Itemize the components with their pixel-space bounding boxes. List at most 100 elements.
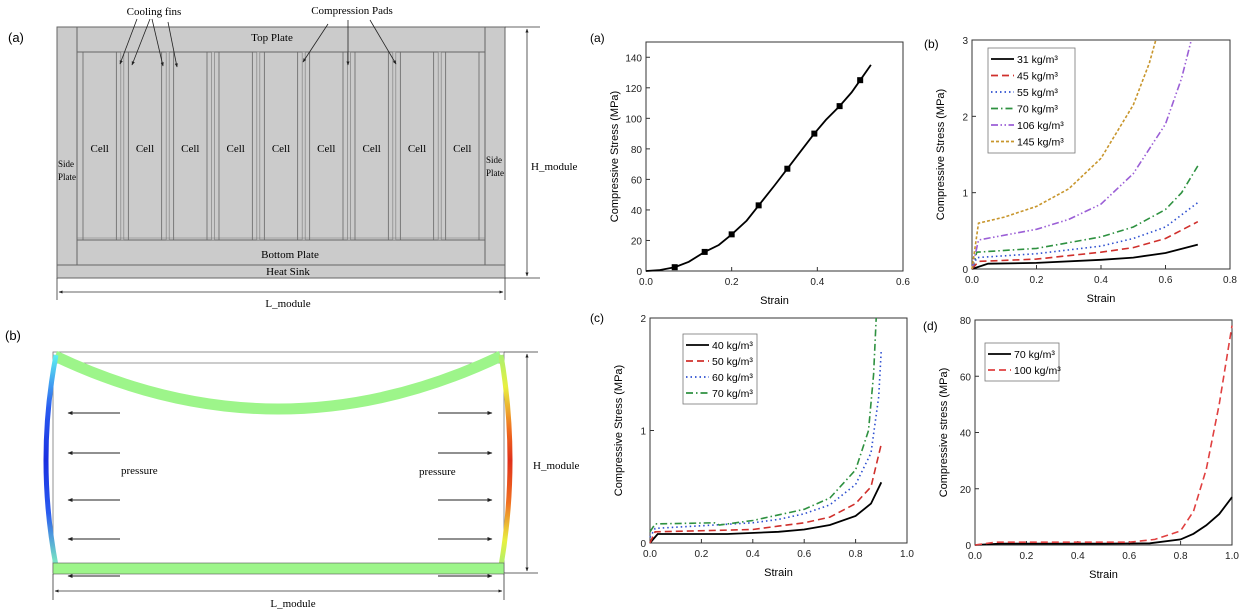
y-tick-label: 40 <box>960 429 972 440</box>
x-tick-label: 0.0 <box>643 549 657 560</box>
chart-a: (a) 0.0 0.2 0.4 0.6 0 20 40 60 80 100 120 140 Strain C… <box>590 31 910 307</box>
series-line <box>971 165 1199 270</box>
x-tick-label: 0.0 <box>968 551 982 562</box>
y-tick-label: 20 <box>631 236 643 247</box>
compression-pad-arrow <box>369 19 397 65</box>
data-point <box>857 77 864 84</box>
compression-pads-label: Compression Pads <box>311 5 393 17</box>
legend: 40 kg/m³ 50 kg/m³ 60 kg/m³ 70 kg/m³ <box>682 333 758 405</box>
y-tick-label: 80 <box>960 316 972 327</box>
deformed-top-plate <box>52 351 504 415</box>
x-tick-label: 0.6 <box>1159 275 1173 286</box>
series-line <box>649 317 877 533</box>
x-tick-label: 0.4 <box>746 549 760 560</box>
y-axis-label: Compressive Stress (MPa) <box>935 89 947 220</box>
panel-label-a: (a) <box>8 30 24 45</box>
side-plate-left <box>56 26 78 266</box>
x-tick-label: 0.0 <box>639 277 653 288</box>
dimension-lines <box>56 26 540 300</box>
side-plate-left-label-1: Side <box>58 159 74 169</box>
series-line <box>971 201 1199 270</box>
legend: 31 kg/m³ 45 kg/m³ 55 kg/m³ 70 kg/m³ 106 kg/m… <box>987 47 1076 154</box>
cell-label: Cell <box>317 143 335 155</box>
cooling-fins-label: Cooling fins <box>127 6 182 18</box>
series-line <box>974 496 1233 546</box>
y-tick-label: 120 <box>625 84 642 95</box>
y-tick-label: 0 <box>640 539 646 550</box>
y-tick-label: 40 <box>631 206 643 217</box>
pressure-label-right: pressure <box>419 466 456 478</box>
cell-label: Cell <box>90 143 108 155</box>
h-module-label: H_module <box>531 161 578 173</box>
x-axis-label: Strain <box>1089 569 1118 581</box>
x-tick-label: 0.4 <box>1071 551 1085 562</box>
cell-dividers <box>77 51 485 241</box>
cell-label: Cell <box>181 143 199 155</box>
legend-label: 60 kg/m³ <box>712 372 753 384</box>
x-tick-label: 0.2 <box>694 549 708 560</box>
module-outline <box>56 26 506 279</box>
y-tick-label: 100 <box>625 114 642 125</box>
x-tick-label: 0.2 <box>725 277 739 288</box>
legend-label: 70 kg/m³ <box>1014 349 1055 361</box>
deformed-right-plate <box>498 354 513 567</box>
y-tick-label: 3 <box>962 36 968 47</box>
legend-label: 145 kg/m³ <box>1017 137 1064 149</box>
cooling-fin-arrow <box>119 18 138 65</box>
chart-c: (c) 0.0 0.2 0.4 0.6 0.8 1.0 0 1 2 Strain Compressiv… <box>590 311 914 579</box>
compression-pad <box>165 51 170 241</box>
series-line <box>649 443 883 544</box>
x-tick-label: 0.4 <box>810 277 824 288</box>
x-tick-label: 0.6 <box>1122 551 1136 562</box>
plot-frame <box>645 41 904 272</box>
y-axis-label: Compressive stress (MPa) <box>938 368 950 498</box>
data-point <box>811 130 818 137</box>
cooling-fin-arrow <box>167 21 178 68</box>
y-axis-label: Compressive Stress (MPa) <box>609 91 621 222</box>
cooling-fin-arrow <box>151 18 164 67</box>
y-tick-label: 0 <box>636 267 642 278</box>
legend-label: 50 kg/m³ <box>712 356 753 368</box>
callout-arrows <box>119 18 397 68</box>
data-point <box>671 264 678 271</box>
top-plate-label: Top Plate <box>251 32 293 44</box>
pressure-label-left: pressure <box>121 465 158 477</box>
panel-label-b: (b) <box>5 328 21 343</box>
legend-label: 70 kg/m³ <box>1017 104 1058 116</box>
data-point <box>755 202 762 209</box>
panel-label: (a) <box>590 31 605 45</box>
panel-label: (d) <box>923 319 938 333</box>
legend-label: 55 kg/m³ <box>1017 87 1058 99</box>
y-tick-label: 2 <box>640 314 646 325</box>
module-schematic: (a) Top Plate Bottom Plate Heat Sink Sid… <box>8 5 578 310</box>
series-line <box>971 243 1199 270</box>
y-tick-label: 20 <box>960 485 972 496</box>
legend-label: 70 kg/m³ <box>712 388 753 400</box>
y-tick-label: 1 <box>962 189 968 200</box>
x-tick-label: 0.4 <box>1094 275 1108 286</box>
x-tick-label: 0.6 <box>896 277 910 288</box>
series-line <box>649 349 883 538</box>
legend-label: 45 kg/m³ <box>1017 71 1058 83</box>
legend: 70 kg/m³ 100 kg/m³ <box>984 342 1061 382</box>
compression-pad <box>437 51 442 241</box>
l-module-label-b: L_module <box>270 598 315 610</box>
x-axis-label: Strain <box>760 295 789 307</box>
y-tick-label: 60 <box>960 372 972 383</box>
series-line <box>971 39 1193 270</box>
deformation-diagram: (b) pressure pressure H_module L_module <box>5 328 580 610</box>
h-module-label-b: H_module <box>533 460 580 472</box>
x-tick-label: 0.8 <box>1223 275 1237 286</box>
data-point <box>784 165 791 172</box>
chart-b: (b) 0.0 0.2 0.4 0.6 0.8 0 1 2 3 Strain Compressive … <box>924 36 1237 305</box>
deformed-left-plate <box>43 354 59 567</box>
x-tick-label: 0.8 <box>1174 551 1188 562</box>
cooling-fin <box>211 51 215 241</box>
charts: (a)0.0 0.2 0.4 0.6020406080100120140StrainC… <box>590 31 1239 581</box>
series-line <box>971 39 1157 270</box>
y-tick-label: 140 <box>625 53 642 64</box>
cooling-fin-arrow <box>131 18 151 66</box>
deformed-bottom-plate <box>52 562 505 575</box>
l-module-label: L_module <box>265 298 310 310</box>
